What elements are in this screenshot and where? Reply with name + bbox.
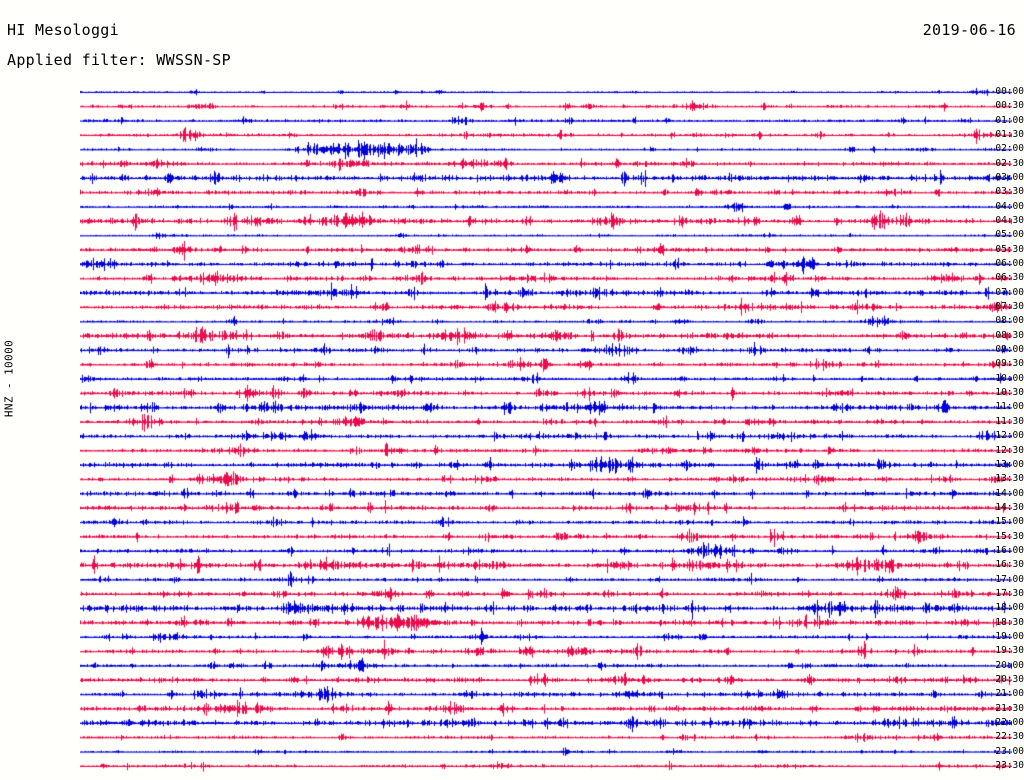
time-row-label: 00:00 xyxy=(995,86,1024,97)
time-row-label: 22:00 xyxy=(995,716,1024,728)
time-row-label: 03:30 xyxy=(995,186,1024,198)
time-row-label: 21:30 xyxy=(995,702,1024,714)
time-row-label: 01:00 xyxy=(995,114,1024,126)
time-row-label: 17:30 xyxy=(995,587,1024,599)
time-row-label: 18:00 xyxy=(995,602,1024,614)
station-title: HI Mesologgi xyxy=(7,21,119,39)
time-row-label: 11:30 xyxy=(995,415,1024,427)
time-row-label: 09:30 xyxy=(995,358,1024,370)
time-row-label: 23:00 xyxy=(995,745,1024,757)
time-row-label: 07:00 xyxy=(995,286,1024,298)
time-row-label: 22:30 xyxy=(995,731,1024,743)
time-row-label: 08:00 xyxy=(995,315,1024,327)
seismogram-traces xyxy=(80,80,1012,780)
time-row-label: 00:30 xyxy=(995,100,1024,112)
time-row-label: 15:00 xyxy=(995,516,1024,528)
time-row-label: 18:30 xyxy=(995,616,1024,628)
record-date: 2019-06-16 xyxy=(922,21,1016,39)
time-row-label: 20:30 xyxy=(995,673,1024,685)
time-row-label: 14:30 xyxy=(995,501,1024,513)
time-row-label: 19:30 xyxy=(995,645,1024,657)
time-row-label: 10:30 xyxy=(995,387,1024,399)
time-row-label: 01:30 xyxy=(995,129,1024,141)
time-row-label: 02:30 xyxy=(995,157,1024,169)
time-row-label: 06:00 xyxy=(995,258,1024,270)
time-row-label: 21:00 xyxy=(995,688,1024,700)
time-row-label: 17:00 xyxy=(995,573,1024,585)
time-row-label: 05:00 xyxy=(995,229,1024,241)
time-row-label: 05:30 xyxy=(995,243,1024,255)
time-row-label: 12:00 xyxy=(995,430,1024,442)
time-row-label: 14:00 xyxy=(995,487,1024,499)
time-row-label: 13:30 xyxy=(995,473,1024,485)
time-row-label: 07:30 xyxy=(995,301,1024,313)
time-row-label: 06:30 xyxy=(995,272,1024,284)
time-row-label: 11:00 xyxy=(995,401,1024,413)
helicorder-plot: 00:00 00:30 01:00 01:30 02:00 02:30 03:00 03:30… xyxy=(0,80,1024,780)
time-row-label: 09:00 xyxy=(995,344,1024,356)
time-row-label: 02:00 xyxy=(995,143,1024,155)
time-row-label: 04:00 xyxy=(995,200,1024,212)
time-row-label: 12:30 xyxy=(995,444,1024,456)
time-row-label: 23:30 xyxy=(995,759,1024,771)
time-row-label: 19:00 xyxy=(995,630,1024,642)
time-row-label: 04:30 xyxy=(995,215,1024,227)
time-row-label: 13:00 xyxy=(995,458,1024,470)
time-row-label: 20:00 xyxy=(995,659,1024,671)
applied-filter-label: Applied filter: WWSSN-SP xyxy=(7,51,231,69)
time-row-label: 08:30 xyxy=(995,329,1024,341)
time-row-label: 10:00 xyxy=(995,372,1024,384)
time-row-label: 15:30 xyxy=(995,530,1024,542)
time-row-label: 16:30 xyxy=(995,559,1024,571)
time-row-label: 03:00 xyxy=(995,172,1024,184)
time-row-label: 16:00 xyxy=(995,544,1024,556)
